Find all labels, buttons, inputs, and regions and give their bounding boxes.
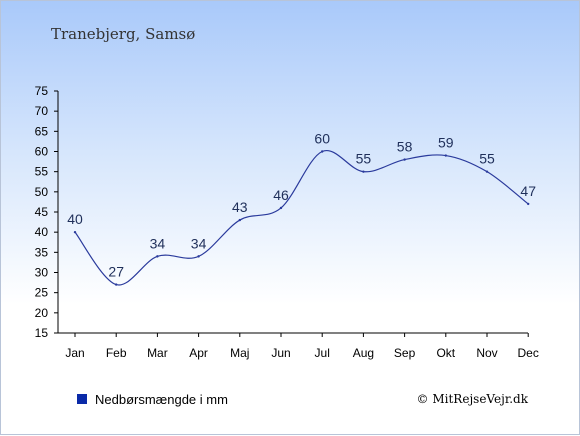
data-point <box>362 170 365 173</box>
data-point <box>279 206 283 210</box>
data-labels: 40 27 34 34 43 46 60 55 58 59 55 47 <box>67 131 536 280</box>
y-tick-label: 50 <box>35 185 49 199</box>
x-tick-label: Feb <box>106 346 127 360</box>
x-tick-label: Jan <box>65 346 84 360</box>
y-tick-label: 60 <box>35 145 49 159</box>
x-tick-label: Sep <box>394 346 416 360</box>
data-point <box>238 218 241 222</box>
y-tick-label: 65 <box>35 124 49 138</box>
y-tick-label: 25 <box>35 286 49 300</box>
y-tick-label: 70 <box>35 104 49 118</box>
series-line <box>74 149 529 286</box>
data-point <box>527 202 530 206</box>
y-tick-label: 45 <box>35 205 49 219</box>
legend-label: Nedbørsmængde i mm <box>95 392 228 407</box>
data-point <box>115 283 118 286</box>
axes <box>54 90 529 337</box>
y-tick-label: 55 <box>35 165 49 179</box>
data-label: 47 <box>520 183 536 199</box>
data-label: 34 <box>150 235 166 251</box>
data-point <box>321 150 324 153</box>
data-point <box>73 230 77 234</box>
data-label: 34 <box>191 235 207 251</box>
credit-text: © MitRejseVejr.dk <box>417 392 529 406</box>
data-label: 55 <box>356 151 372 167</box>
data-point <box>156 255 159 258</box>
data-label: 58 <box>397 139 413 155</box>
x-tick-label: Jun <box>271 346 290 360</box>
y-tick-label: 20 <box>35 306 49 320</box>
data-label: 55 <box>479 151 495 167</box>
y-tick-label: 30 <box>35 266 49 280</box>
x-tick-label: Jul <box>315 346 330 360</box>
data-label: 43 <box>232 199 248 215</box>
data-point <box>485 170 489 173</box>
data-point <box>444 154 447 157</box>
data-label: 60 <box>314 131 330 147</box>
chart-title: Tranebjerg, Samsø <box>51 25 195 43</box>
data-point <box>403 158 406 161</box>
x-tick-label: Okt <box>436 346 455 360</box>
y-tick-label: 40 <box>35 225 49 239</box>
y-tick-label: 35 <box>35 245 49 259</box>
x-tick-label: Apr <box>189 346 208 360</box>
y-tick-label: 75 <box>35 84 49 98</box>
data-label: 40 <box>67 211 83 227</box>
x-tick-label: Mar <box>147 346 168 360</box>
data-point <box>197 255 200 258</box>
y-tick-label: 15 <box>35 326 49 340</box>
data-label: 46 <box>273 187 289 203</box>
tick-labels: 15 20 25 30 35 40 45 50 55 60 65 70 75 Jan Feb Mar Apr Ma… <box>35 84 539 360</box>
series-layer <box>73 149 530 286</box>
x-tick-label: Dec <box>518 346 539 360</box>
legend-swatch <box>77 394 87 404</box>
x-tick-label: Nov <box>476 346 497 360</box>
data-label: 27 <box>108 264 124 280</box>
x-tick-label: Maj <box>230 346 249 360</box>
data-label: 59 <box>438 135 454 151</box>
x-tick-label: Aug <box>353 346 374 360</box>
